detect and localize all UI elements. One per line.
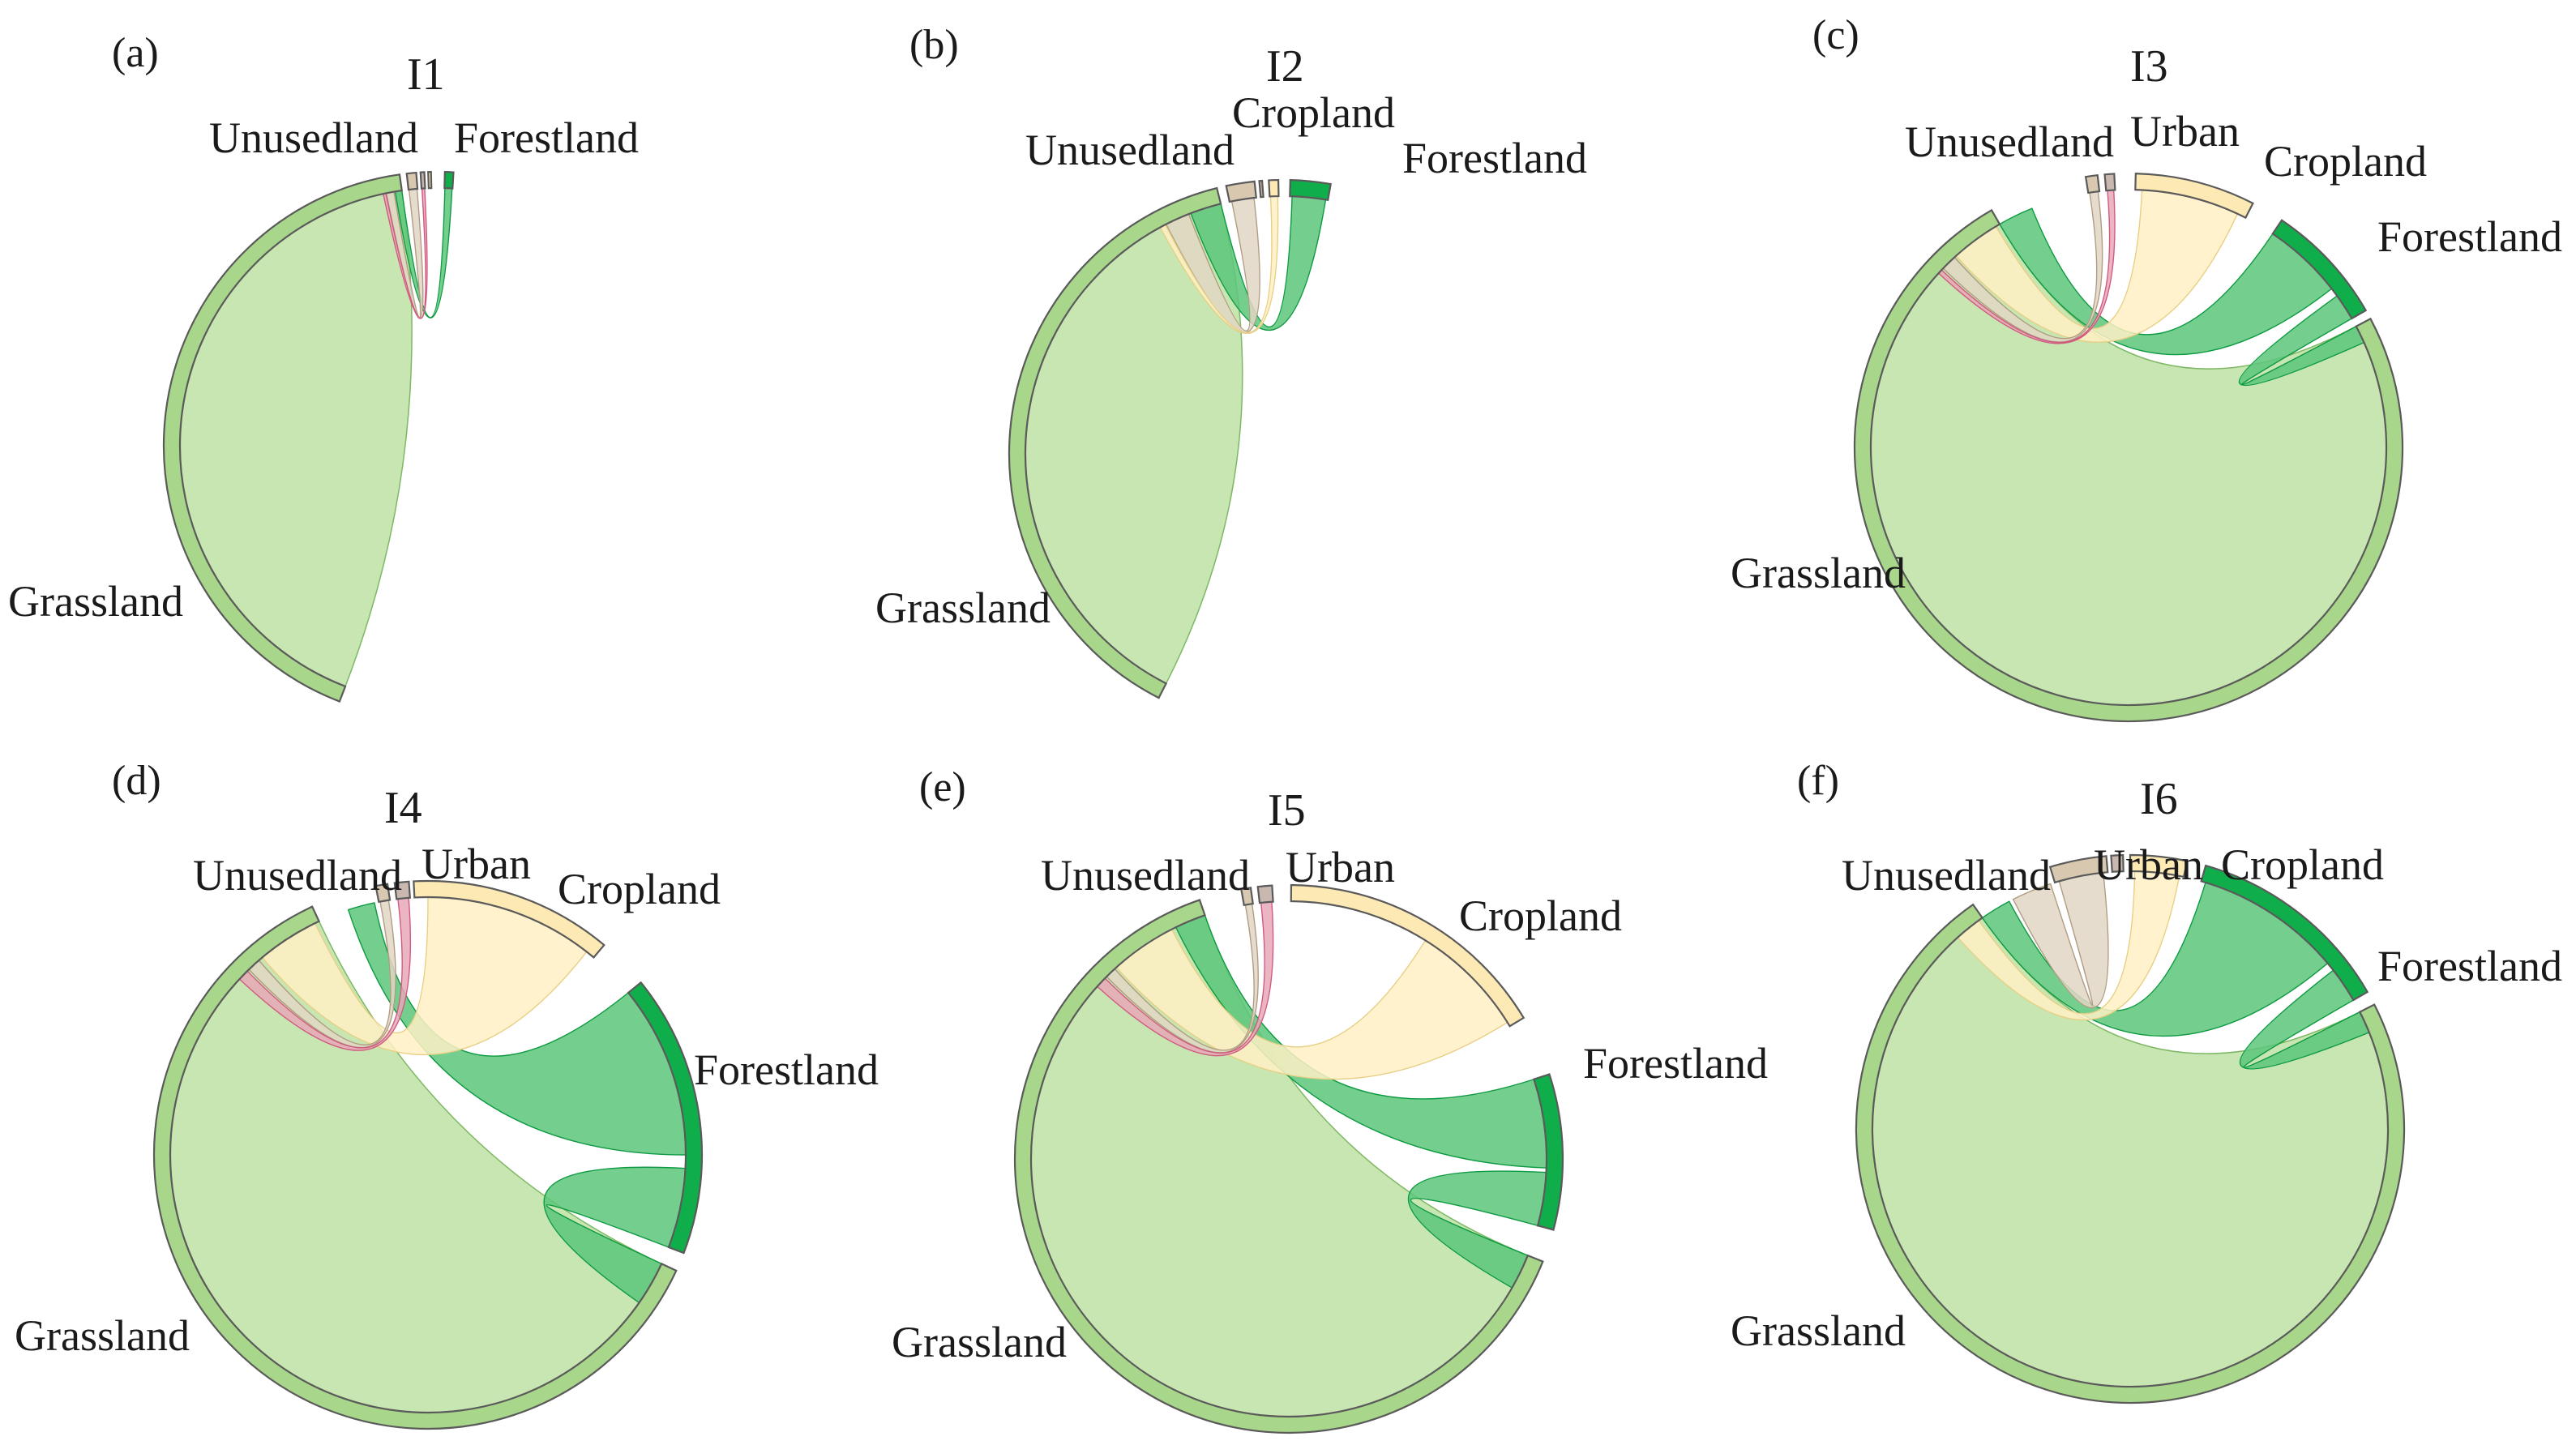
ring-segment-cropland: [1268, 178, 1280, 198]
ring-segment-cropland: [413, 879, 605, 959]
ring-segment-grassland: [1853, 208, 2404, 723]
node-label-forestland: Forestland: [2377, 212, 2562, 261]
ring-segment-cropland: [2129, 853, 2189, 879]
panel-letter: (e): [919, 764, 966, 810]
ring-segment-grassland: [1008, 186, 1222, 699]
node-label-urban: Urban: [1286, 843, 1395, 891]
node-label-cropland: Cropland: [558, 865, 721, 913]
node-label-urban: Urban: [421, 840, 531, 888]
ring-segment-cropland: [2134, 172, 2254, 220]
panel-letter: (b): [909, 22, 959, 68]
chord-panel-3: Grassland Unusedland Urban Cropland Forestla…: [1731, 12, 2562, 723]
ring-segment-grassland: [152, 905, 678, 1430]
panel-title: I3: [2130, 41, 2168, 92]
node-label-cropland: Cropland: [2264, 137, 2427, 186]
panel-letter: (f): [1797, 758, 1839, 804]
node-label-urban: Urban: [2130, 107, 2240, 156]
ring-segment-urban: [419, 171, 426, 190]
ring-segment-unusedland: [2084, 173, 2101, 195]
ring-segment-forestland: [2271, 219, 2368, 320]
ring-segment-unusedland: [374, 883, 392, 904]
ring-segment-unusedland: [2048, 855, 2109, 884]
ring-segment-forestland: [2200, 864, 2369, 1002]
node-label-forestland: Forestland: [694, 1045, 879, 1094]
ring-segment-cropland: [1290, 883, 1525, 1028]
ring-segment-unusedland: [1225, 180, 1257, 203]
panel-title: I6: [2140, 774, 2178, 824]
node-label-grassland: Grassland: [1731, 549, 1906, 597]
ring-segment-grassland: [1855, 903, 2406, 1404]
node-label-urban: Urban: [2094, 840, 2203, 889]
chord-panel-1: Grassland Unusedland Forestland (a) I1: [8, 30, 639, 703]
node-label-unusedland: Unusedland: [1041, 851, 1250, 900]
node-label-grassland: Grassland: [1731, 1306, 1906, 1355]
node-label-grassland: Grassland: [875, 584, 1051, 632]
ring-segment-forestland: [443, 170, 455, 190]
node-label-unusedland: Unusedland: [1842, 851, 2051, 900]
node-label-cropland: Cropland: [2221, 840, 2384, 889]
ring-segment-urban: [1256, 884, 1274, 904]
chord-self-grassland: [179, 190, 413, 687]
chord-panel-6: Grassland Unusedland Urban Cropland Forestla…: [1731, 758, 2562, 1404]
node-label-cropland: Cropland: [1459, 891, 1622, 940]
ring-segment-unusedland: [1240, 887, 1254, 907]
node-label-forestland: Forestland: [454, 113, 639, 162]
panel-letter: (c): [1812, 12, 1859, 58]
ring-segment-cropland: [427, 170, 433, 190]
ring-segment-forestland: [1533, 1073, 1564, 1231]
node-label-cropland: Cropland: [1232, 88, 1395, 137]
ring-segment-urban: [393, 880, 411, 900]
node-label-unusedland: Unusedland: [1905, 118, 2114, 166]
panel-letter: (a): [112, 30, 159, 76]
node-label-unusedland: Unusedland: [1025, 126, 1235, 174]
ring-segment-grassland: [162, 173, 403, 703]
panel-letter: (d): [112, 758, 161, 804]
panel-title: I1: [407, 49, 445, 100]
chord-panel-4: Grassland Unusedland Urban Cropland Forestla…: [15, 758, 879, 1430]
node-label-unusedland: Unusedland: [209, 113, 418, 162]
ring-segment-urban: [2103, 173, 2116, 192]
ring-segment-urban: [1258, 179, 1264, 199]
ring-segment-forestland: [1289, 178, 1332, 202]
panel-title: I2: [1266, 41, 1304, 92]
ring-segment-urban: [2110, 853, 2125, 873]
node-label-grassland: Grassland: [892, 1318, 1067, 1366]
panel-title: I5: [1268, 785, 1306, 836]
node-label-unusedland: Unusedland: [193, 851, 402, 900]
ring-segment-forestland: [627, 981, 704, 1255]
panel-title: I4: [384, 783, 422, 833]
node-label-forestland: Forestland: [1402, 134, 1587, 182]
node-label-grassland: Grassland: [8, 577, 183, 626]
node-label-grassland: Grassland: [15, 1311, 190, 1360]
node-label-forestland: Forestland: [2377, 942, 2562, 990]
node-label-forestland: Forestland: [1583, 1039, 1768, 1088]
ring-segment-unusedland: [405, 171, 419, 191]
ring-segment-grassland: [1013, 899, 1544, 1434]
chord-panel-5: Grassland Unusedland Urban Cropland Forestla…: [892, 764, 1768, 1434]
